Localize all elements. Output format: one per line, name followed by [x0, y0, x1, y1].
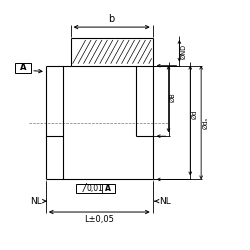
Text: /: /	[83, 183, 86, 193]
Bar	[15, 63, 31, 72]
Text: Ød: Ød	[192, 110, 198, 119]
Text: Ødₐ: Ødₐ	[203, 116, 209, 128]
Text: 0,01: 0,01	[87, 184, 104, 193]
Text: ØB: ØB	[170, 92, 176, 102]
Text: NL: NL	[159, 197, 170, 206]
Text: A: A	[20, 63, 26, 72]
Text: L±0,05: L±0,05	[84, 215, 114, 224]
Bar	[76, 184, 115, 193]
Text: b: b	[108, 14, 115, 24]
Text: NL: NL	[30, 197, 42, 206]
Text: A: A	[105, 184, 111, 193]
Text: ØND: ØND	[181, 44, 187, 60]
